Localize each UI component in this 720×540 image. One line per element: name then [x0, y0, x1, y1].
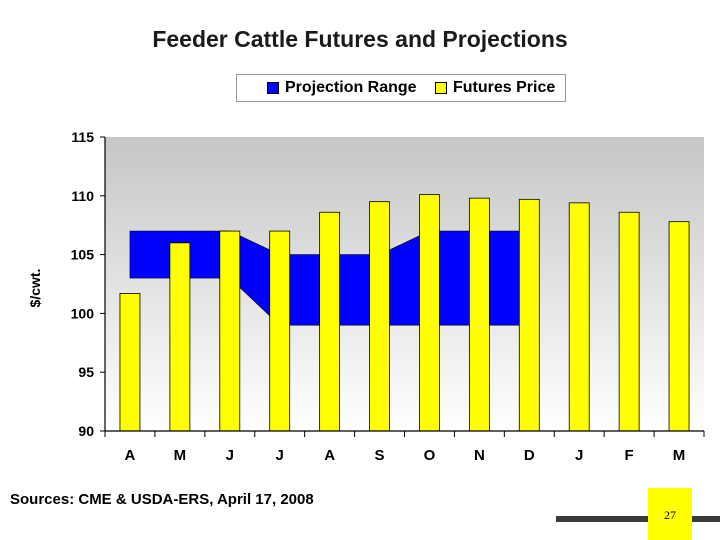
- page-number: 27: [664, 508, 676, 522]
- legend-item-projection-range: Projection Range: [267, 79, 417, 97]
- bar-futures-price-7: [468, 197, 490, 432]
- legend-swatch-projection-range: [267, 82, 279, 94]
- bar-futures-price-2: [219, 230, 241, 432]
- x-tick-label-9: J: [575, 447, 583, 464]
- bar-futures-price-0: [119, 293, 141, 432]
- bar-futures-price-11: [668, 221, 690, 432]
- y-tick-label-1: 95: [78, 364, 94, 380]
- x-tick-label-3: J: [276, 447, 284, 464]
- x-tick-label-2: J: [226, 447, 234, 464]
- legend-swatch-futures-price: [435, 82, 447, 94]
- bar-futures-price-10: [618, 211, 640, 432]
- sources-note: Sources: CME & USDA-ERS, April 17, 2008: [10, 491, 314, 508]
- legend-label-futures-price: Futures Price: [453, 79, 556, 96]
- x-tick-label-0: A: [125, 447, 136, 464]
- x-tick-label-4: A: [324, 447, 335, 464]
- y-tick-label-3: 105: [71, 247, 95, 263]
- chart-title: Feeder Cattle Futures and Projections: [152, 26, 568, 52]
- footer-rule: [556, 516, 720, 522]
- chart-legend: Projection Range Futures Price: [236, 74, 566, 102]
- legend-label-projection-range: Projection Range: [285, 79, 417, 96]
- y-tick-label-5: 115: [71, 129, 94, 145]
- x-tick-label-1: M: [174, 447, 187, 464]
- legend-item-futures-price: Futures Price: [435, 79, 555, 97]
- bar-futures-price-8: [518, 198, 540, 432]
- x-tick-label-6: O: [424, 447, 436, 464]
- bar-futures-price-6: [419, 194, 440, 432]
- y-axis-label: $/cwt.: [27, 269, 43, 308]
- bar-futures-price-3: [269, 230, 291, 432]
- bar-futures-price-1: [169, 242, 191, 432]
- bar-futures-price-4: [319, 211, 341, 432]
- y-tick-label-2: 100: [71, 305, 95, 321]
- y-tick-label-0: 90: [78, 423, 94, 439]
- x-tick-label-10: F: [625, 447, 634, 464]
- x-tick-label-7: N: [474, 447, 485, 464]
- y-tick-label-4: 110: [71, 188, 94, 204]
- x-tick-label-8: D: [524, 447, 535, 464]
- x-tick-label-5: S: [375, 447, 385, 464]
- bar-futures-price-9: [568, 202, 590, 432]
- bar-futures-price-5: [369, 201, 390, 432]
- x-tick-label-11: M: [673, 447, 686, 464]
- page-number-box: [648, 488, 692, 540]
